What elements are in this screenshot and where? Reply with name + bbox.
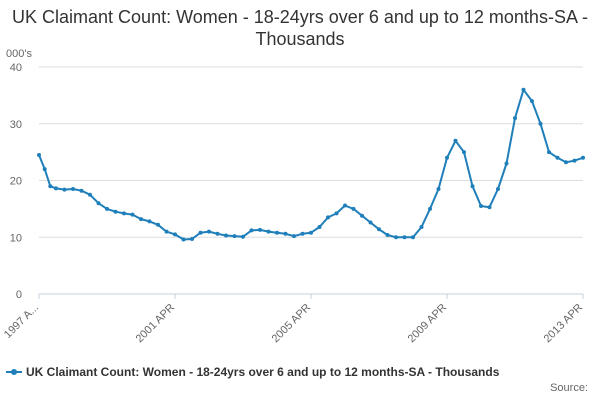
- data-point: [547, 150, 551, 155]
- data-point: [105, 206, 109, 211]
- data-point: [326, 215, 330, 220]
- y-tick-label: 30: [10, 119, 22, 131]
- data-point: [215, 231, 220, 236]
- y-tick-label: 40: [10, 62, 22, 74]
- data-point: [62, 187, 67, 192]
- legend[interactable]: UK Claimant Count: Women - 18-24yrs over…: [6, 363, 499, 381]
- data-point: [368, 220, 373, 225]
- data-point: [445, 155, 449, 160]
- data-point: [504, 161, 509, 166]
- data-point: [48, 184, 53, 189]
- data-point: [394, 235, 398, 240]
- legend-series-label: UK Claimant Count: Women - 18-24yrs over…: [26, 365, 500, 379]
- data-point: [79, 188, 84, 193]
- data-point: [275, 230, 279, 235]
- series-layer: [37, 87, 585, 242]
- y-axis-ticks: 0 10 20 30 40: [10, 62, 22, 301]
- data-point: [555, 155, 560, 160]
- data-point: [232, 234, 237, 239]
- data-point: [521, 87, 526, 92]
- y-axis-unit-label: 000's: [6, 48, 32, 60]
- series-line: [38, 88, 584, 241]
- data-point: [360, 213, 364, 218]
- data-point: [564, 160, 568, 165]
- data-point: [42, 167, 47, 172]
- data-point: [88, 192, 92, 197]
- x-tick-label: 2001 APR: [134, 302, 178, 346]
- source-label: Source:: [550, 382, 588, 394]
- data-point: [419, 225, 424, 229]
- data-point: [224, 233, 228, 238]
- data-point: [122, 211, 126, 216]
- data-point: [538, 121, 543, 126]
- data-point: [317, 225, 322, 229]
- chart-title: UK Claimant Count: Women - 18-24yrs over…: [12, 7, 588, 49]
- x-tick-label: 1997 A...: [2, 302, 41, 341]
- data-point: [249, 228, 254, 233]
- data-point: [283, 231, 288, 236]
- data-point: [470, 184, 475, 189]
- data-point: [513, 116, 517, 121]
- data-point: [487, 205, 492, 210]
- data-point: [164, 229, 169, 234]
- data-point: [479, 204, 483, 208]
- data-point: [96, 201, 101, 206]
- data-point: [71, 187, 75, 191]
- data-point: [266, 229, 271, 234]
- data-point: [462, 150, 466, 155]
- data-point: [147, 219, 152, 224]
- data-point: [428, 206, 432, 211]
- data-point: [572, 158, 577, 163]
- data-point: [181, 237, 186, 242]
- data-point: [436, 187, 441, 191]
- data-point: [54, 186, 58, 191]
- data-point: [530, 99, 534, 104]
- data-point: [173, 232, 177, 237]
- x-axis-ticks: 1997 A... 2001 APR 2005 APR 2009 APR 2013 AP…: [2, 294, 585, 345]
- y-tick-label: 0: [16, 289, 22, 301]
- data-point: [113, 209, 118, 214]
- data-point: [37, 153, 41, 157]
- data-point: [207, 229, 211, 234]
- data-point: [334, 211, 339, 216]
- x-tick-label: 2005 APR: [270, 302, 314, 346]
- data-point: [130, 212, 135, 217]
- x-tick-label: 2013 APR: [542, 302, 586, 346]
- data-point: [292, 234, 296, 239]
- y-tick-label: 20: [10, 176, 22, 188]
- data-point: [190, 237, 194, 241]
- data-point: [198, 230, 203, 235]
- data-point: [241, 234, 245, 239]
- data-point: [309, 230, 313, 235]
- legend-dot: [11, 369, 17, 375]
- grid-lines: [39, 66, 583, 238]
- data-point: [156, 222, 160, 227]
- data-point: [139, 217, 143, 222]
- y-tick-label: 10: [10, 232, 22, 244]
- data-point: [377, 227, 381, 232]
- legend-series-marker: [6, 367, 22, 377]
- data-point: [581, 155, 585, 160]
- data-point: [343, 203, 347, 208]
- x-tick-label: 2009 APR: [406, 302, 450, 346]
- data-point: [496, 187, 500, 191]
- data-point: [385, 233, 390, 237]
- data-point: [453, 138, 458, 143]
- data-point: [402, 235, 407, 240]
- data-point: [258, 227, 262, 232]
- data-point: [300, 231, 305, 236]
- data-point: [351, 206, 356, 211]
- data-point: [411, 235, 415, 240]
